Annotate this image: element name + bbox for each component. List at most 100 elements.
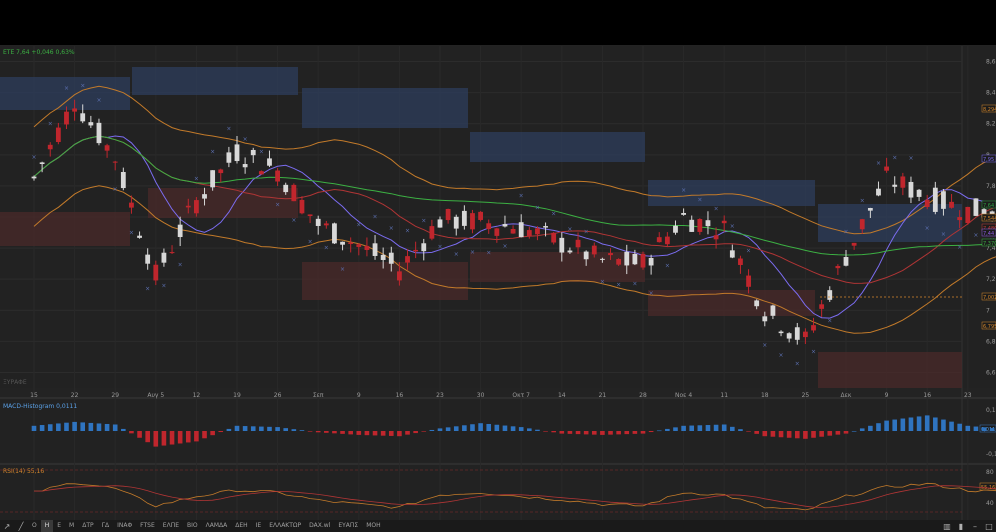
macd-tag-box [979,424,996,433]
macd-bar [340,431,345,434]
candle-type-icon[interactable]: ▥ [943,521,951,531]
symbol-tab[interactable]: DAX.wl [309,522,331,529]
macd-bar [665,428,670,431]
candle-body [470,213,475,230]
macd-bar [973,426,979,431]
rsi-tick: 40 [986,500,994,507]
candle-body [640,253,646,268]
timeframe-Ο[interactable]: Ο [32,522,37,529]
macd-bar [803,431,808,439]
macd-bar [453,426,459,431]
symbol-tab[interactable]: ΒΙΟ [187,522,198,529]
zone-box [648,180,815,206]
candle-body [510,229,516,234]
symbol-tab[interactable]: ΕΛΛΑΚΤΩΡ [269,522,302,529]
price-tag: 7,0027 [983,295,996,301]
macd-bar [608,431,613,435]
macd-tick: 0,1 [986,407,996,414]
price-tag: 7,370 [983,241,996,247]
cursor-icon[interactable]: ↗ [3,521,11,531]
sar-marker: × [356,222,361,229]
x-tick-label: 30 [477,392,485,399]
candle-body [697,218,703,232]
candle-body [332,223,337,244]
sar-marker: × [860,197,865,204]
candle-body [811,325,816,331]
macd-bar [559,431,565,434]
sar-marker: × [584,229,589,236]
macd-bar [738,429,743,431]
rsi-panel-bg [0,465,996,520]
price-tick-label: 6,6 [986,369,996,376]
price-tag: 7,44 [983,231,994,237]
macd-bar [989,428,995,431]
candle-body [210,170,216,188]
candle-body [453,216,459,229]
macd-bar [851,431,857,432]
macd-bar [827,431,833,436]
zone-box [148,188,298,218]
candle-body [388,252,394,264]
candle-body [543,226,548,228]
price-tick-label: 8,2 [986,121,996,128]
sar-marker: × [892,155,897,162]
symbol-tab[interactable]: ΙΕ [255,522,262,529]
candle-body [778,331,784,334]
price-tag-box [981,292,996,301]
x-tick-label: 22 [71,392,79,399]
candle-body [145,254,151,264]
candle-body [340,241,345,245]
price-tick-label: 7,8 [986,183,996,190]
candle-body [608,253,613,256]
candle-body [526,230,532,237]
macd-tag: 0,0111 [981,427,996,433]
symbol-tab[interactable]: ΕΛΠΕ [162,522,179,529]
candle-body [981,209,987,218]
candle-body [429,226,435,239]
sar-marker: × [649,290,654,297]
candle-body [567,250,573,253]
symbol-tab[interactable]: ΕΥΑΠΣ [338,522,359,529]
symbol-tab[interactable]: ΔΤΡ [82,522,94,529]
sar-marker: × [405,227,410,234]
symbol-tab[interactable]: ΛΑΜΔΑ [205,522,228,529]
zone-box [818,352,962,388]
timeframe-Μ[interactable]: Μ [69,522,75,529]
symbol-tab[interactable]: ΓΔ [101,522,110,529]
sar-marker: × [161,282,166,289]
macd-bar [185,431,191,443]
macd-bar [275,427,280,431]
symbol-tab[interactable]: ΜΟΗ [366,522,381,529]
price-tag-box [981,213,996,222]
line-tool-icon[interactable]: ╱ [18,521,24,531]
macd-bar [307,431,313,432]
symbol-tab[interactable]: FTSE [140,522,155,529]
maximize-icon[interactable]: □ [985,521,993,531]
x-tick-label: 9 [357,392,361,399]
macd-bar [299,430,305,431]
macd-bar [356,431,362,435]
bars-icon[interactable]: ▮ [958,521,964,531]
zone-box [302,88,468,128]
long-moving-average-line [33,135,996,256]
x-tick-label: 26 [274,392,282,399]
zone-box [132,67,298,95]
sar-marker: × [389,225,394,232]
watermark: ΞΥΡΑΦΕ [3,379,27,386]
symbol-tab[interactable]: ΔΕΗ [235,522,248,529]
sar-marker: × [681,187,686,194]
price-tag-box [981,104,996,113]
timeframe-Η[interactable]: Η [40,520,54,532]
sar-marker: × [31,154,36,161]
candle-body [941,191,946,209]
price-tag-box [981,154,996,163]
candle-body [161,252,167,263]
symbol-tab[interactable]: ΙΝΑΦ [117,522,133,529]
candle-body [876,188,881,196]
timeframe-Ε[interactable]: Ε [57,522,62,529]
minimize-icon[interactable]: – [973,521,977,531]
macd-bar [348,431,353,435]
macd-bar [502,425,508,431]
price-tag: 6,795 [983,324,996,330]
